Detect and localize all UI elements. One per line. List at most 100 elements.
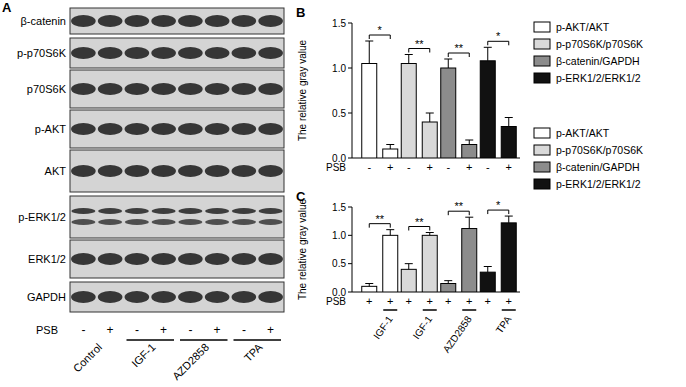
band	[178, 253, 203, 265]
blot-strip	[70, 240, 284, 278]
x-axis-label: PSB	[326, 162, 346, 173]
bars	[362, 41, 517, 158]
band	[125, 165, 150, 177]
group-underline	[180, 339, 228, 341]
group-underline	[127, 339, 175, 341]
x-tick-label: +	[506, 295, 512, 307]
band	[205, 123, 230, 135]
band	[152, 219, 176, 225]
legend-swatch	[534, 128, 550, 138]
band	[178, 83, 203, 95]
band	[178, 219, 202, 225]
band	[232, 208, 256, 214]
band	[71, 253, 96, 265]
x-tick-label: +	[466, 161, 472, 173]
band	[125, 291, 150, 303]
band	[259, 219, 283, 225]
significance: *	[496, 30, 501, 42]
lane-sign: -	[81, 323, 85, 337]
blot-strip	[70, 150, 284, 192]
error-bar	[426, 233, 434, 236]
band	[205, 253, 230, 265]
y-tick-label: 1.5	[332, 202, 346, 213]
band	[205, 291, 230, 303]
band	[258, 165, 283, 177]
row-label: AKT	[45, 165, 67, 177]
band	[205, 83, 230, 95]
bar	[383, 149, 398, 158]
treatment-label: IGF-1	[411, 313, 435, 341]
blot-row: p70S6K	[27, 70, 284, 108]
blot-row: p-p70S6K	[17, 38, 284, 68]
band	[71, 165, 96, 177]
blot-strip	[70, 38, 284, 68]
band	[178, 15, 203, 27]
bar	[441, 68, 456, 158]
bar	[501, 223, 516, 292]
band	[125, 123, 150, 135]
significance: *	[378, 24, 383, 36]
band	[232, 123, 257, 135]
band	[151, 253, 176, 265]
bars	[362, 216, 517, 292]
band	[71, 123, 96, 135]
treatment-underline	[423, 309, 437, 311]
x-tick-label: +	[427, 295, 433, 307]
band	[151, 15, 176, 27]
legend-swatch	[534, 39, 550, 49]
significance: **	[454, 200, 463, 212]
lane-sign: -	[242, 323, 246, 337]
error-bar	[465, 217, 473, 228]
bar	[441, 284, 456, 293]
y-tick-label: 0.5	[332, 108, 346, 119]
lane-sign: +	[214, 323, 221, 337]
y-axis	[352, 207, 353, 292]
y-tick	[348, 23, 352, 24]
y-tick-label: 0.5	[332, 258, 346, 269]
band	[151, 291, 176, 303]
band	[232, 165, 257, 177]
band	[232, 253, 257, 265]
blot-strip	[70, 8, 284, 34]
y-tick	[348, 292, 352, 293]
lane-label: PSB	[36, 324, 58, 336]
error-bar	[405, 55, 413, 64]
blot-row: p-AKT	[35, 110, 284, 148]
band	[232, 47, 257, 59]
bar	[480, 272, 495, 292]
x-tick-label: -	[407, 161, 411, 173]
treatment-underline	[462, 309, 476, 311]
x-tick-label: +	[387, 295, 393, 307]
bar	[362, 64, 377, 159]
band	[178, 208, 202, 214]
blot-row: GAPDH	[27, 282, 284, 312]
row-label: p-AKT	[35, 123, 66, 135]
x-tick-label: +	[466, 295, 472, 307]
band	[259, 208, 283, 214]
row-label: p70S6K	[27, 83, 67, 95]
x-tick-label: -	[367, 161, 371, 173]
x-axis-label: PSB	[326, 296, 346, 307]
band	[151, 165, 176, 177]
y-tick	[348, 113, 352, 114]
band	[232, 83, 257, 95]
blot-strip	[70, 110, 284, 148]
error-bar	[484, 267, 492, 273]
bar	[462, 229, 477, 292]
y-tick	[348, 207, 352, 208]
bar	[383, 235, 398, 292]
band	[258, 83, 283, 95]
band	[71, 208, 95, 214]
band	[125, 219, 149, 225]
band	[125, 15, 150, 27]
significance: **	[454, 42, 463, 54]
band	[125, 83, 150, 95]
y-axis-label: The relative gray value	[297, 198, 308, 300]
error-bar	[505, 216, 513, 223]
blot-strip	[70, 70, 284, 108]
row-label: ERK1/2	[28, 253, 66, 265]
band	[205, 165, 230, 177]
y-axis-label: The relative gray value	[297, 39, 308, 141]
band	[205, 208, 229, 214]
x-tick-label: +	[445, 295, 451, 307]
